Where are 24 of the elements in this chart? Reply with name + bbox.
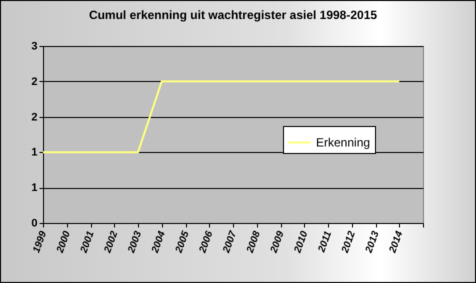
x-tick-label: 2014 (387, 229, 406, 256)
x-tick-label: 2008 (244, 229, 264, 256)
x-tick-label: 2013 (363, 229, 382, 256)
x-tick-label: 2002 (102, 229, 121, 256)
y-tick-label: 2 (31, 111, 38, 124)
x-tick-label: 2011 (316, 229, 334, 255)
chart-title: Cumul erkenning uit wachtregister asiel 1998-2015 (88, 8, 378, 22)
x-tick-label: 2000 (54, 229, 74, 256)
x-tick-label: 2006 (197, 229, 216, 256)
y-tick-label: 1 (31, 182, 38, 194)
y-tick-label: 0 (31, 218, 38, 230)
x-tick-label: 2004 (150, 229, 168, 256)
x-tick-label: 2001 (78, 229, 97, 256)
x-tick-label: 2003 (126, 229, 144, 256)
x-tick-label: 2009 (268, 229, 287, 256)
y-tick-label: 3 (31, 40, 38, 52)
y-tick-label: 2 (31, 76, 38, 88)
x-tick-label: 2007 (220, 229, 240, 256)
x-tick-label: 2005 (173, 229, 192, 256)
x-tick-label: 2010 (292, 229, 311, 256)
y-tick-label: 1 (31, 146, 38, 159)
x-tick-label: 2012 (340, 229, 358, 256)
legend-label: Erkenning (316, 136, 370, 150)
x-tick-label: 1999 (31, 229, 50, 254)
